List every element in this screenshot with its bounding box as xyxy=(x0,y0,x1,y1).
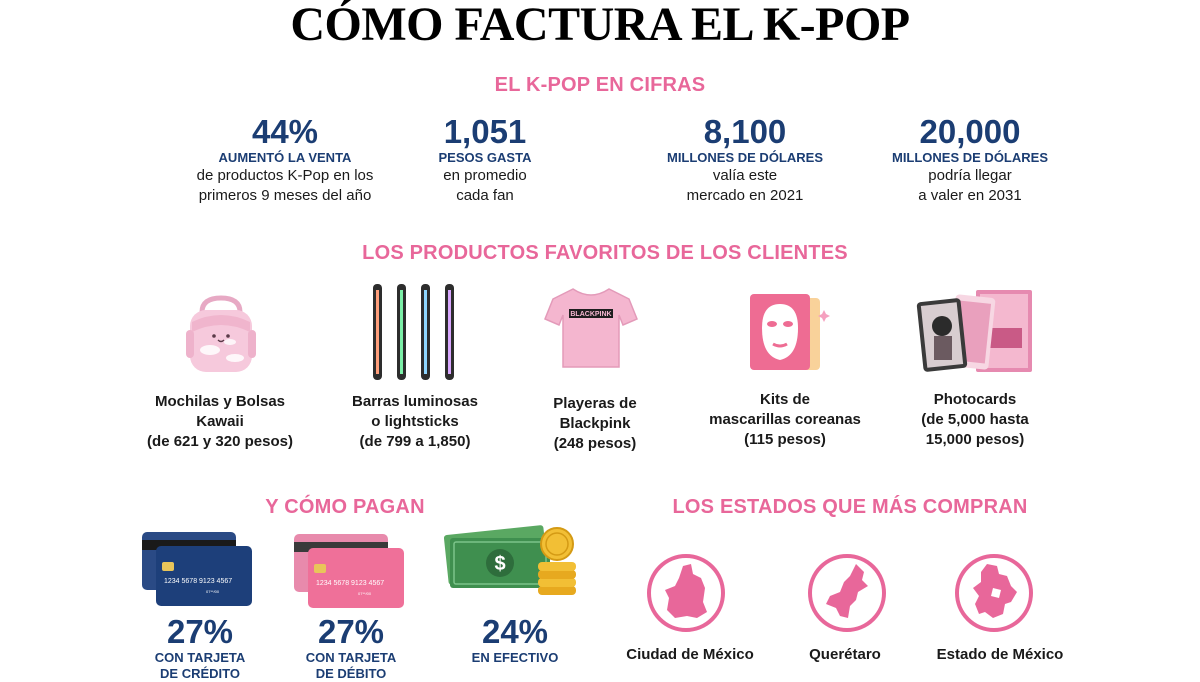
payment-label: CON TARJETA xyxy=(305,650,397,665)
face-mask-icon xyxy=(750,294,830,370)
product-caption: Playeras de Blackpink (248 pesos) xyxy=(505,394,685,454)
stat-desc: valía este xyxy=(712,167,778,184)
stat-desc: cada fan xyxy=(456,187,514,204)
backpack-icon xyxy=(186,295,256,372)
stat-desc: podría llegar xyxy=(928,167,1012,184)
payment-label: DE DÉBITO xyxy=(315,666,387,681)
section-title-cifras: EL K-POP EN CIFRAS xyxy=(494,74,706,96)
product-name: Kawaii xyxy=(196,413,244,430)
stat-desc: en promedio xyxy=(443,167,527,184)
tshirt-icon: BLACKPINK xyxy=(544,288,638,368)
product-name: Playeras de xyxy=(553,395,637,412)
stat-label: AUMENTÓ LA VENTA xyxy=(218,150,352,165)
stat-desc: de productos K-Pop en los xyxy=(196,167,374,184)
queretaro-map-icon xyxy=(808,554,886,632)
product-price: (115 pesos) xyxy=(744,431,826,448)
stat-block: 44% AUMENTÓ LA VENTA de productos K-Pop … xyxy=(140,114,430,206)
product-name: Photocards xyxy=(933,391,1017,408)
card-number: 1234 5678 9123 4567 xyxy=(164,578,232,585)
state-name: Querétaro xyxy=(809,646,881,663)
debit-card-icon: 1234 5678 9123 4567 07**/00 xyxy=(294,534,404,608)
stat-label: PESOS GASTA xyxy=(438,150,532,165)
section-title-productos: LOS PRODUCTOS FAVORITOS DE LOS CLIENTES xyxy=(362,242,848,264)
credit-card-icon: 1234 5678 9123 4567 07**/00 xyxy=(142,532,252,606)
product-caption: Kits de mascarillas coreanas (115 pesos) xyxy=(690,390,880,450)
cash-icon: $ xyxy=(444,525,576,595)
product-name: Mochilas y Bolsas xyxy=(154,393,286,410)
product-price: (de 621 y 320 pesos) xyxy=(147,433,293,450)
stat-label: MILLONES DE DÓLARES xyxy=(666,150,823,165)
page-title: CÓMO FACTURA EL K-POP xyxy=(290,0,910,51)
payment-block: 27% CON TARJETA DE CRÉDITO xyxy=(130,614,270,682)
state-name: Estado de México xyxy=(936,646,1064,663)
stat-block: 20,000 MILLONES DE DÓLARES podría llegar… xyxy=(855,114,1085,206)
stat-value: 1,051 xyxy=(443,113,527,150)
product-price: (de 799 a 1,850) xyxy=(359,433,471,450)
product-name: mascarillas coreanas xyxy=(709,411,861,428)
payment-label: EN EFECTIVO xyxy=(471,650,559,665)
payment-block: 27% CON TARJETA DE DÉBITO xyxy=(281,614,421,682)
stat-block: 1,051 PESOS GASTA en promedio cada fan xyxy=(385,114,585,206)
stat-desc: mercado en 2021 xyxy=(686,187,804,204)
payment-value: 27% xyxy=(166,613,234,650)
lightstick-icon xyxy=(373,284,454,380)
payment-label: DE CRÉDITO xyxy=(160,666,240,681)
stat-value: 8,100 xyxy=(703,113,787,150)
stat-desc: a valer en 2031 xyxy=(918,187,1022,204)
edomex-map-icon xyxy=(955,554,1033,632)
product-price: 15,000 pesos) xyxy=(925,431,1025,448)
product-name: Blackpink xyxy=(559,415,631,432)
product-caption: Barras luminosas o lightsticks (de 799 a… xyxy=(325,392,505,452)
card-number: 1234 5678 9123 4567 xyxy=(316,580,384,587)
product-name: (de 5,000 hasta xyxy=(921,411,1029,428)
tshirt-print: BLACKPINK xyxy=(570,311,611,318)
currency-symbol: $ xyxy=(494,553,505,575)
cdmx-map-icon xyxy=(647,554,725,632)
stat-desc: primeros 9 meses del año xyxy=(198,187,372,204)
stat-value: 44% xyxy=(251,113,319,150)
card-expiry: 07**/00 xyxy=(358,591,372,596)
payment-value: 27% xyxy=(317,613,385,650)
stat-block: 8,100 MILLONES DE DÓLARES valía este mer… xyxy=(630,114,860,206)
product-caption: Photocards (de 5,000 hasta 15,000 pesos) xyxy=(890,390,1060,450)
product-name: Kits de xyxy=(759,391,810,408)
product-price: (248 pesos) xyxy=(553,435,637,452)
payment-label: CON TARJETA xyxy=(154,650,246,665)
stat-label: MILLONES DE DÓLARES xyxy=(891,150,1048,165)
payment-value: 24% xyxy=(481,613,549,650)
section-title-estados: LOS ESTADOS QUE MÁS COMPRAN xyxy=(672,496,1028,518)
payment-block: 24% EN EFECTIVO xyxy=(445,614,585,666)
product-name: Barras luminosas xyxy=(352,393,478,410)
product-name: o lightsticks xyxy=(371,413,459,430)
product-caption: Mochilas y Bolsas Kawaii (de 621 y 320 p… xyxy=(130,392,310,452)
section-title-pagos: Y CÓMO PAGAN xyxy=(265,496,425,518)
photocards-icon xyxy=(916,290,1032,372)
stat-value: 20,000 xyxy=(919,113,1021,150)
card-expiry: 07**/00 xyxy=(206,589,220,594)
state-name: Ciudad de México xyxy=(626,646,754,663)
